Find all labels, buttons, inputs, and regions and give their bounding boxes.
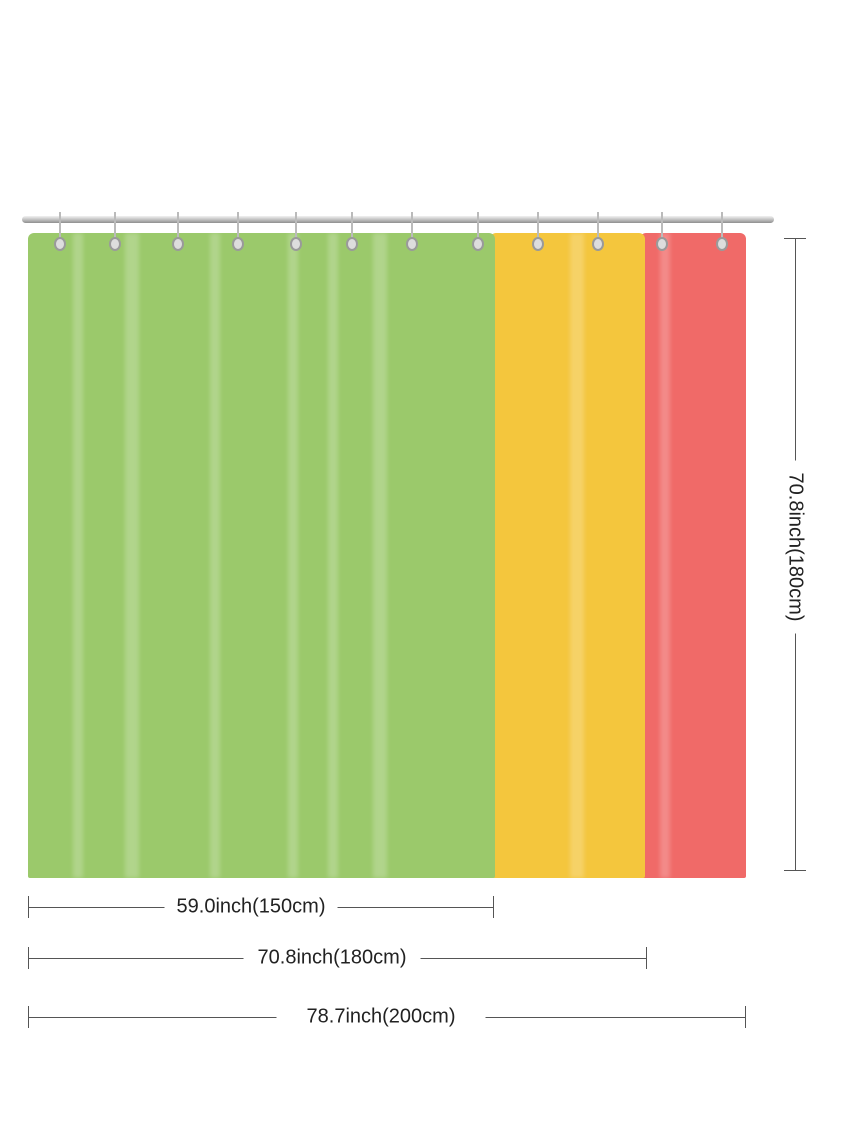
curtain-hook bbox=[716, 212, 728, 252]
tick bbox=[28, 947, 29, 969]
curtain-hook bbox=[172, 212, 184, 252]
curtain-hook bbox=[346, 212, 358, 252]
tick bbox=[493, 896, 494, 918]
curtain-hook bbox=[592, 212, 604, 252]
curtain-hook bbox=[232, 212, 244, 252]
green-curtain-panel bbox=[28, 233, 495, 878]
red-curtain-panel bbox=[640, 233, 746, 878]
width-medium-label: 70.8inch(180cm) bbox=[243, 946, 421, 970]
width-large-label: 78.7inch(200cm) bbox=[276, 1005, 486, 1029]
curtain-hook bbox=[656, 212, 668, 252]
curtain-hook bbox=[54, 212, 66, 252]
width-small-label: 59.0inch(150cm) bbox=[164, 895, 338, 919]
tick bbox=[646, 947, 647, 969]
tick bbox=[28, 1006, 29, 1028]
tick bbox=[784, 870, 806, 871]
curtain-hook bbox=[109, 212, 121, 252]
curtain-rod bbox=[22, 216, 774, 223]
curtain-hook bbox=[532, 212, 544, 252]
curtain-hook bbox=[290, 212, 302, 252]
curtain-hook bbox=[406, 212, 418, 252]
height-label: 70.8inch(180cm) bbox=[783, 460, 807, 634]
yellow-curtain-panel bbox=[490, 233, 645, 878]
tick bbox=[745, 1006, 746, 1028]
tick bbox=[784, 238, 806, 239]
curtain-hook bbox=[472, 212, 484, 252]
tick bbox=[28, 896, 29, 918]
